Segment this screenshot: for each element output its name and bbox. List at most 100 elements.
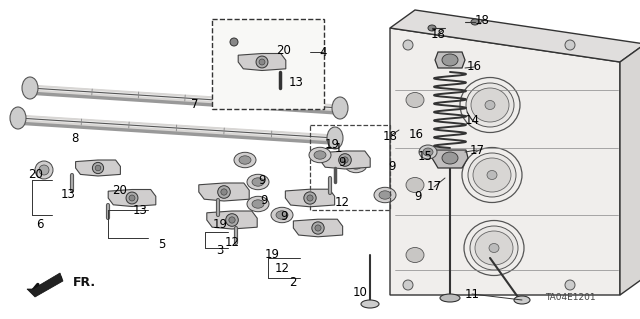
Ellipse shape <box>339 154 351 166</box>
Ellipse shape <box>442 54 458 66</box>
Ellipse shape <box>226 214 238 226</box>
Ellipse shape <box>487 170 497 180</box>
Ellipse shape <box>489 243 499 253</box>
Text: 20: 20 <box>113 183 127 197</box>
Ellipse shape <box>126 192 138 204</box>
Ellipse shape <box>35 161 53 179</box>
Ellipse shape <box>259 59 265 65</box>
Ellipse shape <box>350 161 362 169</box>
Ellipse shape <box>514 296 530 304</box>
Text: 4: 4 <box>319 46 327 58</box>
Polygon shape <box>620 44 640 295</box>
Text: 12: 12 <box>225 235 239 249</box>
Ellipse shape <box>314 151 326 159</box>
Polygon shape <box>432 150 468 168</box>
Polygon shape <box>320 151 370 169</box>
Text: 1: 1 <box>334 142 342 154</box>
Ellipse shape <box>406 248 424 263</box>
Ellipse shape <box>471 19 479 25</box>
Text: 9: 9 <box>388 160 396 174</box>
Text: 13: 13 <box>61 188 76 201</box>
Ellipse shape <box>256 56 268 68</box>
Text: 3: 3 <box>216 243 224 256</box>
Text: 8: 8 <box>71 131 79 145</box>
Polygon shape <box>238 54 286 70</box>
Text: 18: 18 <box>383 130 397 143</box>
Ellipse shape <box>475 231 513 265</box>
Text: TA04E1201: TA04E1201 <box>545 293 595 302</box>
Ellipse shape <box>304 192 316 204</box>
Polygon shape <box>76 160 120 176</box>
Text: 15: 15 <box>417 151 433 164</box>
FancyBboxPatch shape <box>212 19 324 109</box>
Ellipse shape <box>485 100 495 109</box>
Ellipse shape <box>345 157 367 173</box>
Ellipse shape <box>442 152 458 164</box>
Ellipse shape <box>307 195 313 201</box>
Ellipse shape <box>440 294 460 302</box>
Text: 19: 19 <box>324 137 339 151</box>
Text: 9: 9 <box>260 194 268 206</box>
Text: 16: 16 <box>467 61 481 73</box>
Text: 10: 10 <box>353 286 367 299</box>
Ellipse shape <box>95 165 101 171</box>
Ellipse shape <box>129 195 135 201</box>
Text: 9: 9 <box>339 155 346 168</box>
Text: 5: 5 <box>158 238 166 250</box>
Polygon shape <box>285 189 335 207</box>
Ellipse shape <box>327 127 343 149</box>
Ellipse shape <box>276 211 288 219</box>
Text: 13: 13 <box>289 76 303 88</box>
Ellipse shape <box>309 147 331 163</box>
Text: 12: 12 <box>335 196 349 209</box>
Ellipse shape <box>252 200 264 208</box>
Ellipse shape <box>10 107 26 129</box>
Ellipse shape <box>22 77 38 99</box>
Ellipse shape <box>271 207 293 223</box>
Ellipse shape <box>229 217 235 223</box>
Text: 9: 9 <box>280 211 288 224</box>
Ellipse shape <box>468 153 516 197</box>
Ellipse shape <box>239 156 251 164</box>
Ellipse shape <box>565 40 575 50</box>
Ellipse shape <box>230 38 238 46</box>
Polygon shape <box>390 10 640 62</box>
Ellipse shape <box>342 157 348 163</box>
Ellipse shape <box>374 187 396 203</box>
Text: 19: 19 <box>264 248 280 261</box>
Text: FR.: FR. <box>73 277 96 290</box>
Text: 19: 19 <box>212 218 227 231</box>
Ellipse shape <box>247 196 269 212</box>
Ellipse shape <box>423 148 433 156</box>
Text: 7: 7 <box>191 99 199 112</box>
Text: 14: 14 <box>465 114 479 127</box>
Ellipse shape <box>470 226 518 270</box>
Ellipse shape <box>332 97 348 119</box>
Ellipse shape <box>379 191 391 199</box>
Polygon shape <box>27 273 63 297</box>
Text: 11: 11 <box>465 287 479 300</box>
Text: 18: 18 <box>475 13 490 26</box>
Polygon shape <box>199 183 249 201</box>
Text: 9: 9 <box>259 174 266 187</box>
Ellipse shape <box>403 40 413 50</box>
Ellipse shape <box>312 222 324 234</box>
Ellipse shape <box>315 225 321 231</box>
Ellipse shape <box>247 174 269 190</box>
Text: 13: 13 <box>132 204 147 217</box>
Text: 16: 16 <box>408 128 424 140</box>
Ellipse shape <box>92 162 104 174</box>
Polygon shape <box>207 211 257 229</box>
Ellipse shape <box>565 280 575 290</box>
Ellipse shape <box>234 152 256 168</box>
Text: 2: 2 <box>289 276 297 288</box>
Text: 9: 9 <box>414 190 422 204</box>
Ellipse shape <box>406 177 424 192</box>
Ellipse shape <box>466 83 514 127</box>
Ellipse shape <box>361 300 379 308</box>
Ellipse shape <box>218 186 230 198</box>
Ellipse shape <box>403 280 413 290</box>
Text: 20: 20 <box>29 167 44 181</box>
Ellipse shape <box>221 189 227 195</box>
Ellipse shape <box>471 88 509 122</box>
